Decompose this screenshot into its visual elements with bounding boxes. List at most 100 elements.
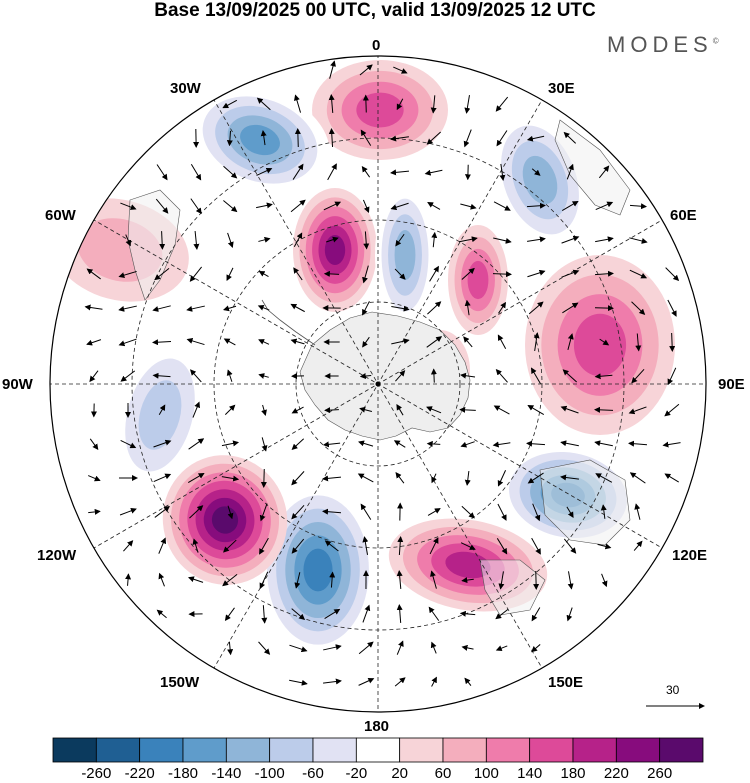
wind-vector xyxy=(429,265,439,282)
lon-label-120w: 120W xyxy=(37,547,77,564)
wind-vector xyxy=(260,468,267,488)
wind-vector xyxy=(526,202,546,209)
wind-vector xyxy=(258,339,270,345)
wind-vector xyxy=(431,676,437,687)
anomaly-contour-indian-high xyxy=(573,313,627,377)
wind-vector xyxy=(359,406,373,413)
wind-vector xyxy=(359,373,372,380)
wind-vector xyxy=(594,373,613,380)
wind-vector xyxy=(495,645,508,652)
wind-vector xyxy=(323,270,340,277)
wind-vector xyxy=(631,301,646,315)
wind-vector xyxy=(390,135,409,142)
colorbar-tick-label: 100 xyxy=(473,765,499,782)
colorbar-swatch xyxy=(355,737,401,763)
wind-vector xyxy=(430,368,437,383)
lon-label-0: 0 xyxy=(372,37,381,54)
wind-vector xyxy=(154,267,170,281)
colorbar-tick-label: -260 xyxy=(81,765,112,782)
wind-vector xyxy=(223,305,237,312)
colorbar-tick-label: 60 xyxy=(434,765,452,782)
wind-vector xyxy=(293,232,303,247)
vector-scale-label: 30 xyxy=(666,683,680,697)
wind-vector xyxy=(566,607,573,622)
colorbar-swatch xyxy=(485,737,531,763)
wind-vector xyxy=(492,271,512,278)
wind-vector xyxy=(156,609,167,619)
wind-vector xyxy=(156,164,168,181)
wind-vector xyxy=(226,267,234,282)
wind-vector xyxy=(533,570,540,590)
wind-vector xyxy=(290,303,305,313)
wind-vector xyxy=(426,406,442,414)
wind-vector xyxy=(221,475,240,482)
colorbar-tick-label: 260 xyxy=(647,765,673,782)
wind-vector xyxy=(158,572,165,587)
wind-vector xyxy=(362,301,370,316)
wind-vector xyxy=(226,130,233,147)
wind-vector xyxy=(396,403,404,416)
wind-vector xyxy=(188,576,204,583)
wind-vector xyxy=(391,305,410,312)
wind-vector xyxy=(667,299,677,317)
wind-vector xyxy=(360,129,372,146)
wind-vector xyxy=(120,370,136,382)
wind-vector xyxy=(527,236,546,243)
colorbar-tick-label: -20 xyxy=(345,765,368,782)
wind-vector xyxy=(497,470,507,487)
wind-vector xyxy=(394,677,406,687)
lon-label-30w: 30W xyxy=(170,80,201,97)
lon-label-90w: 90W xyxy=(2,376,33,393)
wind-vector xyxy=(291,438,305,450)
wind-vector xyxy=(594,440,613,447)
wind-vector xyxy=(390,202,409,211)
wind-vector xyxy=(460,441,475,448)
wind-vector xyxy=(258,641,271,655)
wind-vector xyxy=(223,165,238,179)
wind-vector xyxy=(561,200,579,211)
wind-vector xyxy=(461,267,475,280)
wind-vector xyxy=(629,472,646,484)
wind-vector xyxy=(527,472,544,484)
wind-vector xyxy=(396,604,403,624)
map-border xyxy=(49,55,707,713)
colorbar-swatch xyxy=(225,737,271,763)
wind-vector xyxy=(530,367,541,385)
wind-vector xyxy=(459,406,476,413)
wind-vector xyxy=(362,94,369,113)
wind-vector xyxy=(561,235,580,244)
wind-vector xyxy=(323,678,342,685)
wind-vector xyxy=(459,610,476,617)
wind-vector xyxy=(328,94,335,114)
wind-vector xyxy=(226,369,233,382)
wind-vector xyxy=(496,538,508,555)
wind-vector xyxy=(324,540,339,552)
wind-vector xyxy=(460,542,476,550)
wind-vector xyxy=(326,236,339,243)
wind-vector xyxy=(461,577,474,584)
wind-vector xyxy=(431,231,438,248)
wind-vector xyxy=(261,404,267,416)
wind-vector xyxy=(291,471,305,486)
wind-vector xyxy=(527,269,546,278)
wind-vector xyxy=(322,441,341,448)
new-zealand-coast xyxy=(479,559,546,616)
wind-vector xyxy=(629,203,647,210)
wind-vector xyxy=(493,405,510,415)
wind-vector xyxy=(464,299,471,316)
wind-vector xyxy=(664,403,680,417)
wind-vector xyxy=(460,372,476,379)
wind-vector xyxy=(327,163,337,181)
continent-outlines xyxy=(127,119,631,616)
wind-vector xyxy=(567,333,574,350)
wind-vector xyxy=(396,98,404,111)
wind-vector xyxy=(396,570,403,590)
wind-vector xyxy=(463,129,472,148)
wind-vector xyxy=(358,641,374,655)
wind-vector xyxy=(528,301,544,315)
wind-vector xyxy=(125,234,132,247)
wind-vector xyxy=(259,537,269,555)
wind-vector xyxy=(495,608,509,620)
wind-vector xyxy=(188,438,205,450)
wind-vector xyxy=(291,608,306,620)
